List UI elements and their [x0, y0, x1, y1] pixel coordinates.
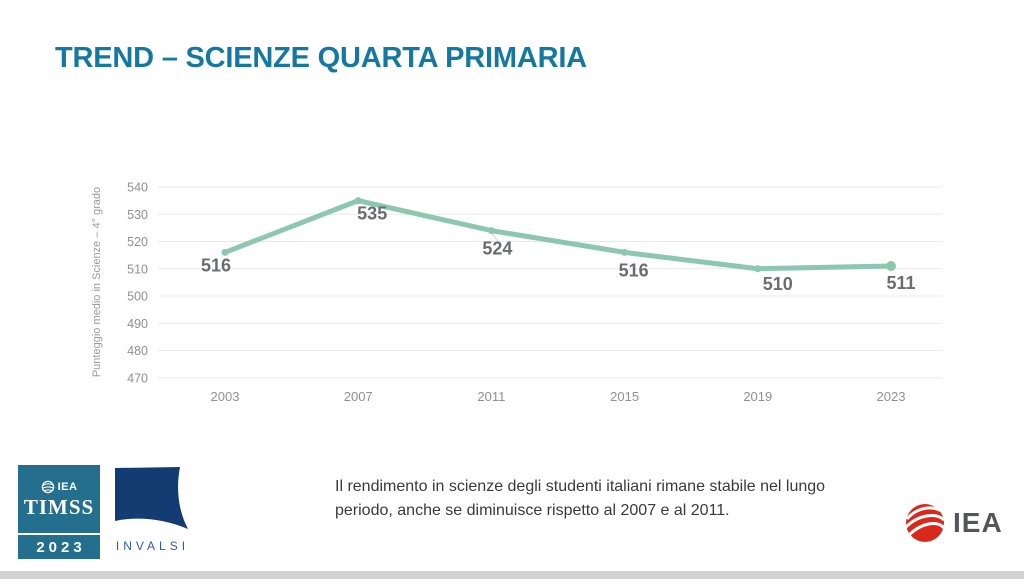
trend-line	[222, 198, 894, 272]
iea-name: IEA	[953, 507, 1003, 538]
y-tick-label: 500	[127, 290, 148, 304]
iea-globe-icon	[41, 480, 54, 494]
y-tick-label: 530	[127, 208, 148, 222]
invalsi-sail-icon	[115, 467, 188, 529]
x-tick-label: 2011	[477, 389, 505, 404]
iea-globe-red-icon	[905, 504, 945, 542]
y-tick-label: 510	[127, 262, 148, 276]
data-label: 511	[886, 273, 915, 293]
data-point	[754, 265, 762, 273]
y-tick-label: 520	[127, 235, 148, 249]
timss-2023-logo: IEA TIMSS 2023	[18, 465, 100, 559]
data-point	[354, 197, 362, 205]
data-label: 516	[619, 260, 649, 280]
data-label: 510	[763, 274, 793, 294]
y-axis-title: Punteggio medio in Scienze – 4° grado	[91, 187, 103, 377]
data-point	[621, 248, 629, 256]
bottom-band	[0, 571, 1024, 579]
x-tick-label: 2007	[344, 389, 373, 404]
x-tick-label: 2015	[610, 389, 639, 404]
x-tick-label: 2003	[211, 389, 240, 404]
timss-logo-box: IEA TIMSS	[18, 465, 100, 533]
data-point	[221, 248, 229, 256]
x-tick-label: 2019	[743, 389, 772, 404]
timss-iea-label: IEA	[57, 481, 78, 493]
y-tick-label: 480	[127, 344, 148, 358]
data-label: 524	[482, 239, 512, 259]
y-tick-label: 470	[127, 371, 148, 385]
page-title: TREND – SCIENZE QUARTA PRIMARIA	[55, 42, 587, 74]
timss-year: 2023	[18, 535, 100, 559]
slide-caption: Il rendimento in scienze degli studenti …	[335, 478, 826, 519]
x-tick-label: 2023	[877, 389, 906, 404]
data-label: 535	[357, 204, 387, 224]
timss-name: TIMSS	[23, 495, 95, 519]
trend-chart-svg: 540 530 520 510 500 490 480 470 Punteggio medio …	[91, 181, 942, 404]
data-point	[886, 261, 896, 272]
iea-logo: IEA	[905, 503, 1003, 543]
y-tick-label: 490	[127, 317, 148, 331]
trend-chart: 540 530 520 510 500 490 480 470 Punteggio medio …	[90, 170, 950, 410]
invalsi-logo: INVALSI	[112, 466, 190, 553]
data-label: 516	[201, 255, 231, 275]
invalsi-name: INVALSI	[115, 539, 190, 553]
leader-line	[491, 233, 500, 244]
data-point	[487, 227, 495, 235]
y-tick-label: 540	[127, 181, 148, 195]
